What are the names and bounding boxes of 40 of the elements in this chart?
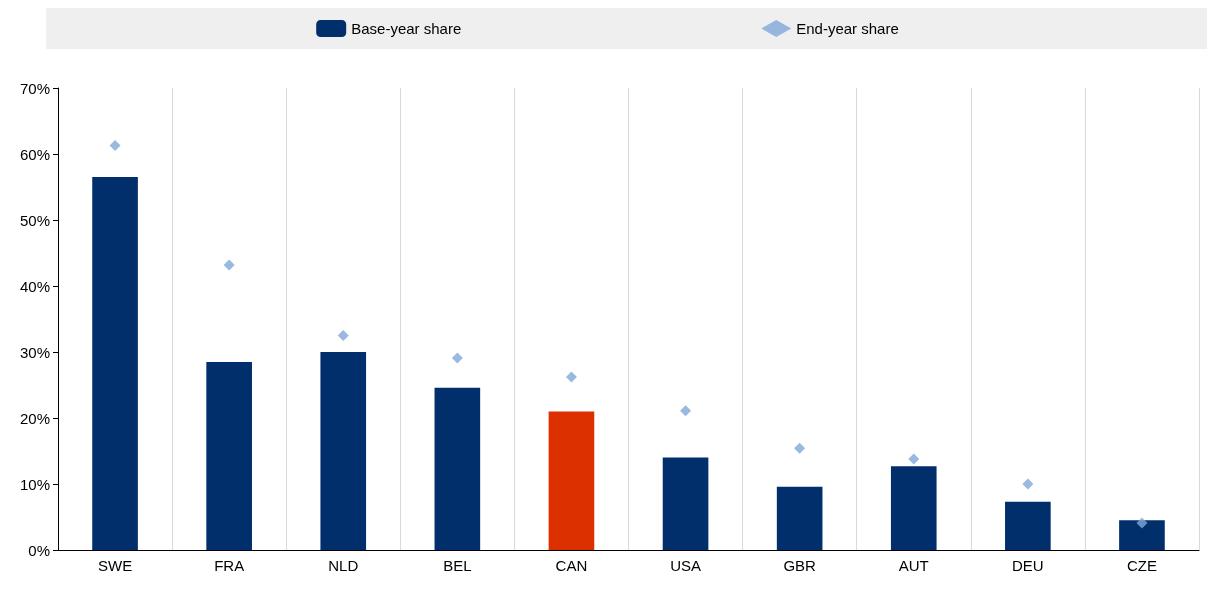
y-tick-label: 50%	[19, 211, 50, 229]
y-tick-label: 20%	[19, 409, 50, 427]
x-tick-label: GBR	[783, 557, 817, 574]
point	[223, 259, 235, 271]
point	[680, 405, 692, 417]
bar	[92, 177, 138, 550]
x-tick-label: SWE	[97, 557, 133, 574]
bar	[320, 352, 367, 550]
bar	[206, 361, 252, 550]
x-tick-label: USA	[670, 557, 701, 574]
x-tick-label: CAN	[555, 557, 588, 574]
x-tick-label: CZE	[1126, 557, 1157, 574]
x-tick-label: DEU	[1012, 557, 1044, 574]
bar	[548, 411, 595, 550]
y-tick-label: 10%	[19, 475, 50, 493]
point	[908, 453, 920, 465]
y-tick-label: 0%	[28, 541, 50, 559]
point	[109, 139, 121, 151]
x-tick-label: AUT	[898, 557, 929, 574]
point	[1136, 517, 1148, 529]
point	[1022, 478, 1034, 490]
y-tick-label: 60%	[19, 145, 50, 163]
y-tick-label: 30%	[19, 343, 50, 361]
bar	[890, 466, 937, 550]
bar	[662, 457, 709, 550]
point	[565, 371, 577, 383]
bar	[434, 387, 481, 550]
y-tick-label: 70%	[19, 79, 50, 97]
legend-label: End-year share	[796, 20, 899, 37]
point	[337, 330, 349, 341]
legend-label: Base-year share	[351, 20, 462, 37]
bar	[1005, 501, 1051, 550]
x-tick-label: BEL	[443, 557, 472, 574]
bar	[776, 486, 823, 550]
x-tick-label: FRA	[214, 557, 245, 574]
y-tick-label: 40%	[19, 277, 50, 295]
x-tick-label: NLD	[328, 557, 359, 574]
bar	[1119, 520, 1165, 550]
point	[794, 442, 806, 454]
point	[451, 352, 463, 364]
